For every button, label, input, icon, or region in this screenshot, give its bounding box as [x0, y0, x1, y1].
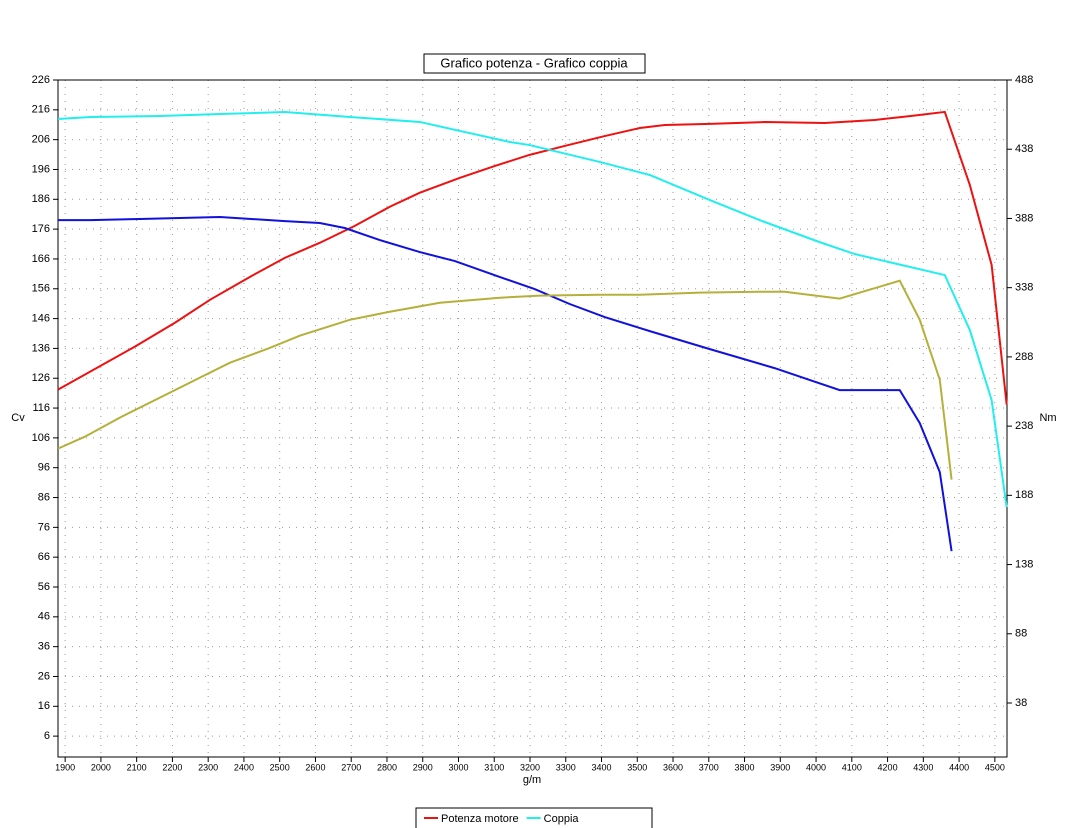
plot-frame: [57, 79, 1008, 758]
y-tick-label: 96: [38, 462, 50, 474]
x-tick-label: 3900: [770, 762, 790, 772]
x-axis-label: g/m: [523, 774, 541, 786]
y2-tick-label: 238: [1015, 420, 1033, 432]
series-line: [58, 216, 953, 552]
x-tick-label: 2900: [413, 762, 433, 772]
y-axis-label: Cv: [11, 412, 25, 424]
x-tick-label: 2600: [305, 762, 325, 772]
x-tick-label: 2100: [127, 762, 147, 772]
x-tick-label: 4300: [913, 762, 933, 772]
y2-tick-label: 488: [1015, 74, 1033, 86]
y-tick-label: 76: [38, 521, 50, 533]
legend-label: Coppia: [544, 813, 580, 825]
x-tick-label: 1900: [55, 762, 75, 772]
y-tick-label: 106: [32, 432, 50, 444]
x-tick-label: 4400: [949, 762, 969, 772]
y2-tick-label: 138: [1015, 558, 1033, 570]
y-tick-label: 176: [32, 223, 50, 235]
x-tick-label: 2200: [162, 762, 182, 772]
y2-tick-label: 288: [1015, 351, 1033, 363]
y2-tick-label: 338: [1015, 282, 1033, 294]
y-tick-label: 196: [32, 163, 50, 175]
x-tick-label: 4100: [842, 762, 862, 772]
y-tick-label: 216: [32, 104, 50, 116]
x-tick-label: 4000: [806, 762, 826, 772]
x-tick-label: 3400: [591, 762, 611, 772]
y2-tick-label: 438: [1015, 143, 1033, 155]
y-tick-label: 136: [32, 342, 50, 354]
x-tick-label: 3500: [627, 762, 647, 772]
x-tick-label: 2300: [198, 762, 218, 772]
y-tick-label: 226: [32, 74, 50, 86]
y2-tick-label: 38: [1015, 697, 1027, 709]
y-tick-label: 166: [32, 253, 50, 265]
x-tick-label: 2400: [234, 762, 254, 772]
x-tick-label: 3100: [484, 762, 504, 772]
y-tick-label: 46: [38, 611, 50, 623]
y2-tick-label: 88: [1015, 628, 1027, 640]
x-tick-label: 2000: [91, 762, 111, 772]
x-tick-label: 2700: [341, 762, 361, 772]
series-line: [57, 110, 1008, 405]
y-tick-label: 116: [32, 402, 50, 414]
y-tick-label: 86: [38, 491, 50, 503]
x-tick-label: 4500: [985, 762, 1005, 772]
x-tick-label: 2800: [377, 762, 397, 772]
y-tick-label: 66: [38, 551, 50, 563]
y-tick-label: 56: [38, 581, 50, 593]
legend-label: Potenza motore: [441, 813, 519, 825]
x-tick-label: 3300: [556, 762, 576, 772]
y2-axis-label: Nm: [1039, 412, 1056, 424]
series-line: [57, 279, 953, 480]
y-tick-label: 126: [32, 372, 50, 384]
y-tick-label: 156: [32, 283, 50, 295]
x-tick-label: 3200: [520, 762, 540, 772]
y-tick-label: 36: [38, 641, 50, 653]
x-tick-label: 3600: [663, 762, 683, 772]
y2-tick-label: 388: [1015, 212, 1033, 224]
x-tick-label: 3800: [735, 762, 755, 772]
y2-tick-label: 188: [1015, 489, 1033, 501]
y-tick-label: 206: [32, 134, 50, 146]
series-line: [57, 110, 1008, 508]
x-tick-label: 3000: [448, 762, 468, 772]
title-box: [423, 53, 646, 74]
x-tick-label: 4200: [878, 762, 898, 772]
x-tick-label: 3700: [699, 762, 719, 772]
y-tick-label: 6: [44, 730, 50, 742]
y-tick-label: 186: [32, 193, 50, 205]
x-tick-label: 2500: [270, 762, 290, 772]
y-tick-label: 146: [32, 312, 50, 324]
chart-title: Grafico potenza - Grafico coppia: [440, 55, 628, 70]
y-tick-label: 26: [38, 670, 50, 682]
y-tick-label: 16: [38, 700, 50, 712]
